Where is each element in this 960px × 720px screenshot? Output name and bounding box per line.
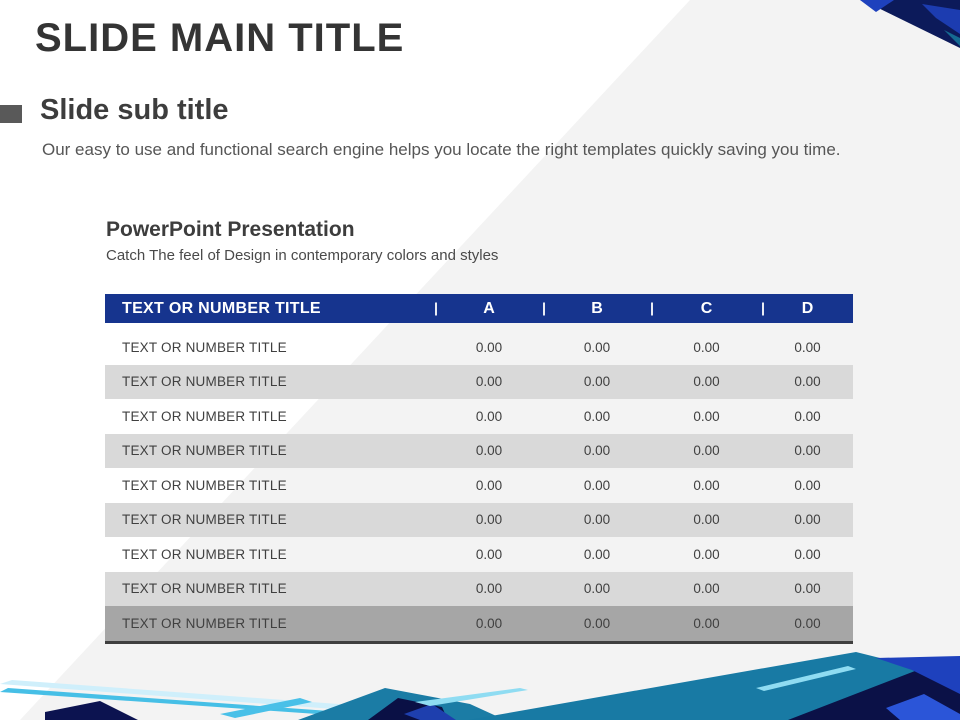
row-value: 0.00 — [583, 477, 611, 493]
row-value: 0.00 — [794, 477, 821, 493]
table-header-label: TEXT OR NUMBER TITLE — [122, 299, 321, 317]
table-header-col-c: C — [651, 300, 762, 318]
bottom-cyan-streak — [0, 688, 400, 718]
bottom-center-royal-shape — [404, 704, 456, 720]
slide-description: Our easy to use and functional search en… — [42, 140, 841, 159]
row-value: 0.00 — [583, 443, 611, 459]
corner-teal-triangle — [944, 30, 960, 46]
table-row: TEXT OR NUMBER TITLE 0.00 0.00 0.00 0.00 — [105, 468, 853, 503]
row-value: 0.00 — [583, 339, 611, 355]
corner-royal-triangle-right — [922, 4, 960, 34]
row-label: TEXT OR NUMBER TITLE — [122, 443, 287, 459]
row-label: TEXT OR NUMBER TITLE — [122, 546, 287, 562]
row-value: 0.00 — [794, 443, 821, 459]
table-row: TEXT OR NUMBER TITLE 0.00 0.00 0.00 0.00 — [105, 571, 853, 606]
subtitle-bullet-square — [0, 105, 22, 123]
bottom-center-cyan-streak — [415, 688, 528, 706]
row-label: TEXT OR NUMBER TITLE — [122, 339, 287, 355]
row-value: 0.00 — [583, 374, 611, 390]
table-row: TEXT OR NUMBER TITLE 0.00 0.00 0.00 0.00 — [105, 330, 853, 365]
row-value: 0.00 — [794, 615, 821, 631]
section-subheading: Catch The feel of Design in contemporary… — [106, 247, 499, 264]
row-value: 0.00 — [475, 339, 503, 355]
row-value: 0.00 — [693, 512, 720, 528]
row-label: TEXT OR NUMBER TITLE — [122, 374, 287, 390]
row-value: 0.00 — [794, 546, 821, 562]
row-value: 0.00 — [693, 581, 720, 597]
row-value: 0.00 — [693, 339, 720, 355]
row-value: 0.00 — [693, 374, 720, 390]
table-header-col-d: D — [762, 300, 853, 318]
row-label: TEXT OR NUMBER TITLE — [122, 477, 287, 493]
row-value: 0.00 — [583, 546, 611, 562]
table-body: TEXT OR NUMBER TITLE 0.00 0.00 0.00 0.00 TEXT… — [105, 330, 853, 644]
row-value: 0.00 — [583, 512, 611, 528]
bottom-decoration — [0, 652, 960, 720]
row-value: 0.00 — [693, 443, 720, 459]
row-value: 0.00 — [475, 615, 503, 631]
table-row: TEXT OR NUMBER TITLE 0.00 0.00 0.00 0.00 — [105, 502, 853, 537]
row-value: 0.00 — [693, 546, 720, 562]
bottom-cyan-sliver — [220, 698, 312, 718]
row-value: 0.00 — [475, 477, 503, 493]
table-row: TEXT OR NUMBER TITLE 0.00 0.00 0.00 0.00 — [105, 433, 853, 468]
row-label: TEXT OR NUMBER TITLE — [122, 615, 287, 631]
row-value: 0.00 — [475, 581, 503, 597]
row-value: 0.00 — [583, 615, 611, 631]
row-value: 0.00 — [693, 408, 720, 424]
row-label: TEXT OR NUMBER TITLE — [122, 512, 287, 528]
row-value: 0.00 — [583, 408, 611, 424]
table-row: TEXT OR NUMBER TITLE 0.00 0.00 0.00 0.00 — [105, 364, 853, 399]
top-right-decoration — [860, 0, 960, 48]
row-value: 0.00 — [475, 408, 503, 424]
row-label: TEXT OR NUMBER TITLE — [122, 581, 287, 597]
bottom-right-cyan-streak — [756, 666, 856, 691]
table-total-row: TEXT OR NUMBER TITLE 0.00 0.00 0.00 0.00 — [105, 606, 853, 644]
row-label: TEXT OR NUMBER TITLE — [122, 408, 287, 424]
bottom-right-bright-blue-shape — [886, 694, 960, 720]
bottom-left-navy-shape — [45, 701, 138, 720]
row-value: 0.00 — [693, 615, 720, 631]
section-heading: PowerPoint Presentation — [106, 218, 355, 241]
row-value: 0.00 — [475, 512, 503, 528]
slide-main-title: SLIDE MAIN TITLE — [35, 16, 405, 60]
table-header-col-b: B — [543, 300, 651, 318]
corner-royal-triangle-left — [860, 0, 894, 12]
row-value: 0.00 — [475, 443, 503, 459]
row-value: 0.00 — [475, 374, 503, 390]
bottom-right-royal-shape — [876, 656, 960, 694]
table-row: TEXT OR NUMBER TITLE 0.00 0.00 0.00 0.00 — [105, 399, 853, 434]
slide-sub-title: Slide sub title — [40, 94, 229, 126]
table-row: TEXT OR NUMBER TITLE 0.00 0.00 0.00 0.00 — [105, 537, 853, 572]
row-value: 0.00 — [794, 374, 821, 390]
row-value: 0.00 — [794, 512, 821, 528]
table-header-col-a: A — [435, 300, 543, 318]
row-value: 0.00 — [794, 339, 821, 355]
bottom-pale-cyan-streak — [0, 680, 420, 714]
row-value: 0.00 — [794, 581, 821, 597]
row-value: 0.00 — [475, 546, 503, 562]
row-value: 0.00 — [794, 408, 821, 424]
row-value: 0.00 — [693, 477, 720, 493]
row-value: 0.00 — [583, 581, 611, 597]
